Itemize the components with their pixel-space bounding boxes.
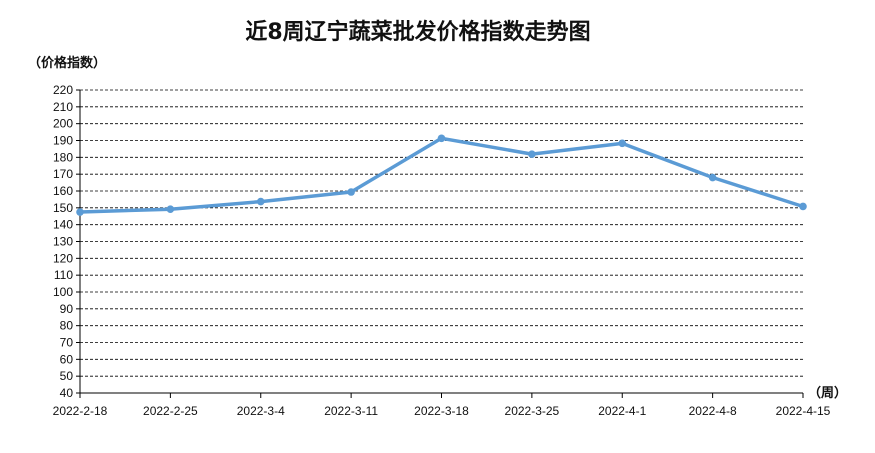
y-tick-label: 110 [54, 268, 73, 282]
series-line [78, 136, 805, 214]
x-tick-label: 2022-3-4 [237, 404, 285, 418]
x-tick-label: 2022-2-18 [53, 404, 108, 418]
x-tick-label: 2022-4-8 [689, 404, 737, 418]
data-point [528, 150, 536, 158]
series-layer [76, 134, 807, 216]
x-tick-label: 2022-4-1 [598, 404, 646, 418]
y-tick-label: 170 [53, 167, 73, 181]
data-point [708, 173, 717, 182]
y-tick-label: 160 [53, 184, 73, 198]
data-point [166, 205, 175, 213]
y-tick-label: 50 [60, 369, 74, 383]
x-tick-label: 2022-3-25 [505, 404, 560, 418]
data-point [256, 197, 265, 206]
y-tick-label: 90 [60, 302, 74, 316]
data-point [618, 139, 627, 148]
y-tick-label: 220 [53, 83, 73, 97]
y-tick-label: 80 [60, 319, 74, 333]
y-tick-label: 100 [53, 285, 73, 299]
y-tick-label: 210 [53, 100, 73, 114]
y-axis-label: （价格指数） [28, 55, 106, 71]
y-tick-label: 140 [53, 218, 73, 232]
x-tick-label: 2022-2-25 [143, 404, 198, 418]
y-tick-label: 150 [53, 201, 73, 215]
x-tick-label: 2022-3-11 [324, 404, 378, 418]
y-tick-label: 60 [60, 352, 74, 366]
data-point [347, 188, 355, 196]
data-point [76, 208, 84, 216]
y-tick-label: 190 [53, 134, 73, 148]
x-tick-label: 2022-4-15 [776, 404, 831, 418]
axes [76, 89, 804, 398]
x-tick-labels: 2022-2-18 2022-2-25 2022-3-4 2022-3-11 2022-… [53, 404, 831, 418]
y-tick-labels: 40 50 60 70 80 90 100 110 120 130 140 150 160 170 180 1… [53, 83, 73, 400]
x-tick-label: 2022-3-18 [414, 404, 469, 418]
y-tick-label: 130 [53, 235, 73, 249]
data-point [799, 202, 807, 211]
y-tick-label: 70 [60, 336, 74, 350]
y-tick-label: 40 [60, 386, 74, 400]
x-axis-label: （周） [808, 385, 847, 401]
data-point [437, 134, 446, 143]
gridlines [80, 89, 803, 377]
y-tick-label: 180 [53, 150, 73, 164]
y-tick-label: 200 [53, 117, 73, 131]
y-tick-label: 120 [53, 251, 73, 265]
chart-title: 近8周辽宁蔬菜批发价格指数走势图 [245, 19, 590, 45]
